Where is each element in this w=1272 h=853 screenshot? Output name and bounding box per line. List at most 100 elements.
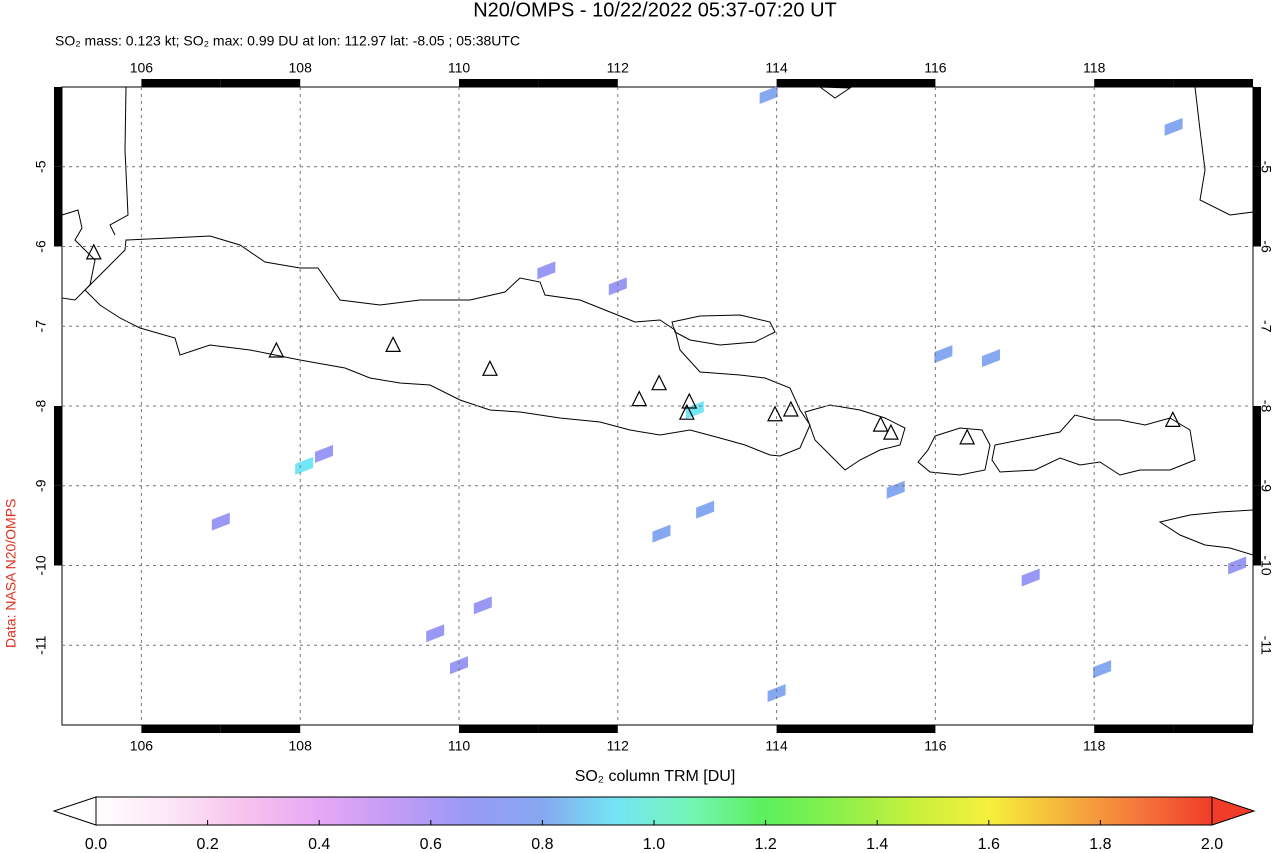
border-bar: [220, 79, 301, 87]
chart-title: N20/OMPS - 10/22/2022 05:37-07:20 UT: [473, 0, 837, 21]
x-tick-label: 108: [289, 738, 313, 754]
so2-pixel: [696, 500, 715, 519]
coastlines: [61, 86, 1254, 556]
border-bar: [1253, 406, 1261, 486]
coastline-madura: [671, 314, 776, 346]
volcano: [767, 405, 783, 422]
border-bar: [856, 79, 936, 87]
volcano: [268, 341, 285, 358]
border-bar: [141, 79, 221, 87]
x-tick-label: 118: [1083, 60, 1106, 76]
so2-pixel: [315, 444, 334, 463]
border-bar: [776, 79, 856, 87]
y-tick-label: -6: [33, 240, 49, 253]
x-tick-label: 116: [924, 60, 947, 76]
x-tick-label: 106: [130, 738, 154, 754]
x-tick-label: 106: [130, 60, 154, 76]
coastline-bali: [804, 404, 906, 471]
so2-pixel: [1164, 117, 1183, 136]
volcano: [678, 403, 695, 420]
so2-pixel: [759, 85, 778, 104]
border-bar: [459, 725, 539, 733]
colorbar-tick-label: 0.4: [308, 836, 330, 853]
y-tick-label: -8: [1258, 400, 1272, 413]
colorbar-tick-label: 0.0: [85, 836, 107, 853]
so2-pixel: [886, 480, 905, 499]
volcano: [782, 400, 799, 417]
border-bar: [54, 406, 62, 486]
y-tick-label: -5: [33, 160, 49, 173]
border-bar: [141, 725, 221, 733]
so2-pixel: [450, 656, 468, 675]
x-tick-label: 110: [448, 60, 471, 76]
volcano: [882, 423, 899, 440]
border-bar: [1173, 725, 1253, 733]
so2-pixel: [426, 624, 445, 643]
border-bar: [1253, 87, 1261, 167]
border-bar: [1253, 166, 1261, 247]
border-bar: [1094, 725, 1174, 733]
border-bar: [856, 725, 936, 733]
border-bar: [538, 79, 618, 87]
so2-pixel: [981, 349, 1000, 368]
volcano: [85, 243, 102, 260]
so2-pixel: [934, 345, 953, 364]
so2-pixel: [1228, 556, 1247, 575]
so2-pixel: [295, 456, 314, 475]
border-bar: [54, 87, 62, 167]
x-tick-label: 116: [924, 738, 947, 754]
volcano: [681, 392, 698, 409]
colorbar-under: [52, 796, 97, 826]
so2-pixel: [473, 596, 492, 615]
y-tick-label: -11: [33, 635, 49, 654]
coastline-sumba: [1158, 509, 1254, 556]
y-tick-label: -10: [1258, 555, 1272, 575]
so2-pixel: [608, 277, 627, 296]
border-bar: [1173, 79, 1253, 87]
colorbar-tick-label: 0.8: [531, 836, 553, 853]
volcano: [631, 390, 648, 407]
border-bar: [220, 725, 301, 733]
x-tick-label: 108: [289, 60, 313, 76]
volcano: [959, 428, 976, 445]
x-tick-label: 118: [1083, 738, 1106, 754]
y-tick-label: -9: [33, 479, 49, 492]
colorbar-tick-label: 1.2: [754, 836, 776, 853]
colorbar-tick-label: 0.2: [196, 836, 218, 853]
coastline-java: [84, 235, 811, 457]
y-tick-label: -10: [33, 555, 49, 575]
border-bar: [538, 725, 618, 733]
y-tick-label: -8: [33, 400, 49, 413]
so2-pixel: [1093, 660, 1112, 679]
border-bar: [54, 166, 62, 247]
y-tick-label: -7: [33, 320, 49, 333]
colorbar-tick-label: 1.4: [866, 836, 888, 853]
colorbar-tick-label: 2.0: [1201, 836, 1223, 853]
volcano: [872, 415, 889, 432]
x-tick-label: 114: [765, 738, 788, 754]
so2-pixel: [652, 524, 671, 543]
colorbar-tick-label: 1.8: [1089, 836, 1111, 853]
y-tick-label: -11: [1258, 636, 1272, 655]
border-bar: [54, 485, 62, 566]
x-tick-label: 110: [448, 738, 471, 754]
coastline-borneo: [109, 86, 1254, 236]
frame-bars: [54, 79, 1261, 733]
x-tick-label: 114: [765, 60, 788, 76]
so2-pixel: [537, 261, 556, 280]
colorbar-tick-label: 1.0: [643, 836, 665, 853]
border-bar: [776, 725, 856, 733]
y-tick-label: -5: [1258, 161, 1272, 174]
coastline-lombok: [917, 427, 991, 476]
x-tick-label: 112: [607, 738, 630, 754]
so2-pixel: [767, 684, 786, 703]
colorbar-over: [1211, 796, 1256, 826]
volcano: [385, 336, 402, 352]
y-tick-label: -7: [1258, 320, 1272, 333]
border-bar: [1253, 485, 1261, 566]
coastline-sumatra: [61, 209, 96, 301]
volcano: [481, 359, 498, 376]
data-layer: [54, 79, 1261, 733]
colorbar-tick-label: 0.6: [420, 836, 442, 853]
